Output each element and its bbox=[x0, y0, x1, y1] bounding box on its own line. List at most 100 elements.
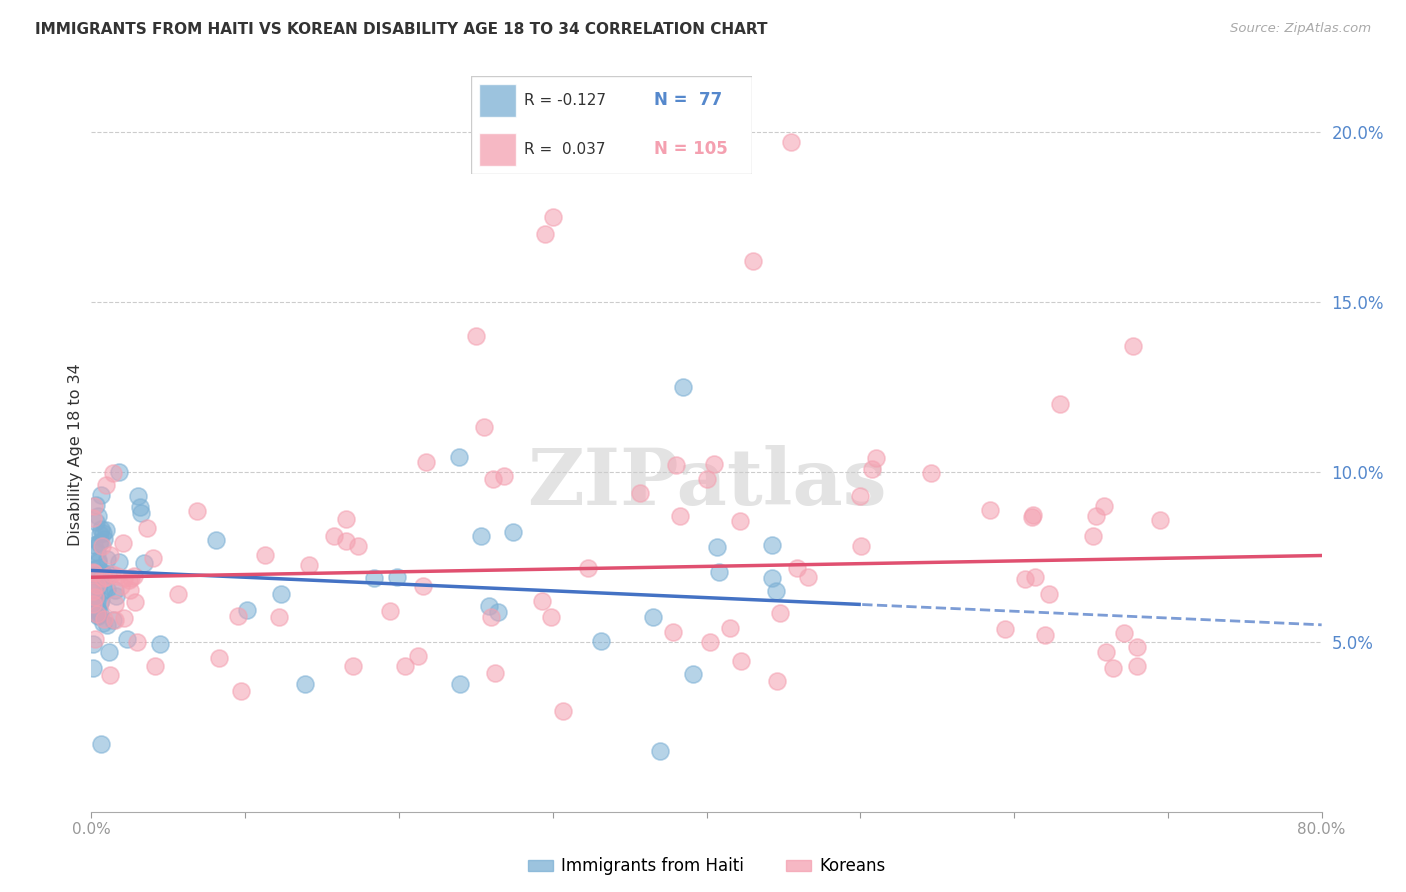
Point bbox=[1092, 499, 1115, 513]
Point bbox=[96, 552, 118, 566]
Point bbox=[335, 534, 357, 549]
Point bbox=[108, 555, 131, 569]
Point bbox=[226, 609, 249, 624]
Point bbox=[780, 136, 803, 150]
Point bbox=[83, 566, 105, 580]
Point bbox=[86, 545, 108, 559]
Point bbox=[167, 586, 190, 600]
Text: N = 105: N = 105 bbox=[654, 140, 727, 159]
Point bbox=[662, 624, 685, 639]
Point bbox=[87, 607, 110, 622]
Text: Source: ZipAtlas.com: Source: ZipAtlas.com bbox=[1230, 22, 1371, 36]
Point bbox=[86, 555, 108, 569]
Point bbox=[479, 610, 502, 624]
Point bbox=[851, 539, 873, 553]
Point bbox=[394, 658, 416, 673]
Point bbox=[1112, 625, 1135, 640]
Point bbox=[84, 607, 107, 621]
Point bbox=[406, 648, 429, 663]
Point bbox=[270, 587, 292, 601]
Point bbox=[449, 677, 471, 691]
Point bbox=[1024, 569, 1046, 583]
Point bbox=[761, 571, 783, 585]
Point bbox=[127, 489, 149, 503]
Point bbox=[82, 576, 104, 591]
Point bbox=[93, 533, 115, 547]
Point bbox=[125, 635, 148, 649]
Point bbox=[89, 535, 111, 549]
Point bbox=[1014, 572, 1036, 586]
Point bbox=[94, 523, 117, 537]
Point bbox=[110, 579, 132, 593]
Point bbox=[484, 666, 506, 681]
Point bbox=[665, 458, 688, 472]
Point bbox=[415, 455, 437, 469]
Point bbox=[1049, 397, 1071, 411]
Text: ZIPatlas: ZIPatlas bbox=[527, 445, 886, 522]
Point bbox=[682, 667, 704, 681]
Point bbox=[82, 584, 104, 599]
Point bbox=[82, 566, 104, 580]
Point bbox=[1022, 508, 1045, 522]
Point bbox=[142, 551, 165, 566]
Text: N =  77: N = 77 bbox=[654, 91, 723, 110]
Point bbox=[1033, 628, 1056, 642]
Point bbox=[236, 603, 259, 617]
Point bbox=[83, 499, 105, 513]
Point bbox=[346, 539, 368, 553]
Point bbox=[703, 457, 725, 471]
Point bbox=[115, 632, 138, 646]
Point bbox=[1083, 529, 1105, 543]
Point bbox=[447, 450, 470, 465]
Point bbox=[100, 567, 122, 582]
Point bbox=[298, 558, 321, 572]
Bar bbox=[479, 84, 516, 117]
Point bbox=[650, 743, 672, 757]
Point bbox=[82, 637, 104, 651]
Point bbox=[82, 661, 104, 675]
Point bbox=[96, 582, 118, 596]
Point bbox=[101, 613, 124, 627]
Point bbox=[786, 560, 808, 574]
Point bbox=[797, 570, 820, 584]
Point bbox=[101, 466, 124, 480]
Point bbox=[83, 538, 105, 552]
Point bbox=[628, 486, 651, 500]
Point bbox=[1085, 508, 1108, 523]
Point bbox=[104, 597, 127, 611]
Point bbox=[91, 616, 114, 631]
Point bbox=[541, 210, 564, 224]
Point bbox=[90, 592, 112, 607]
Point bbox=[672, 380, 695, 394]
Point bbox=[741, 254, 763, 268]
Point bbox=[641, 609, 664, 624]
Point bbox=[1102, 661, 1125, 675]
Point bbox=[96, 617, 118, 632]
Point bbox=[83, 632, 105, 646]
Point bbox=[84, 499, 107, 513]
Point bbox=[860, 461, 883, 475]
Point bbox=[83, 591, 105, 605]
Point bbox=[122, 569, 145, 583]
Point bbox=[385, 570, 408, 584]
Point bbox=[111, 536, 134, 550]
Point bbox=[502, 525, 524, 540]
Point bbox=[474, 420, 496, 434]
Point bbox=[129, 506, 152, 520]
Point bbox=[97, 567, 120, 582]
Point bbox=[89, 606, 111, 620]
Point bbox=[84, 591, 107, 605]
Point bbox=[118, 573, 141, 587]
Point bbox=[765, 584, 787, 599]
Point bbox=[120, 571, 142, 585]
Point bbox=[93, 566, 115, 581]
Point bbox=[89, 596, 111, 610]
Point bbox=[87, 509, 110, 524]
Point bbox=[1122, 339, 1144, 353]
Point bbox=[93, 583, 115, 598]
Point bbox=[728, 514, 751, 528]
Point bbox=[335, 512, 357, 526]
Point bbox=[709, 565, 731, 579]
Point bbox=[84, 515, 107, 529]
Point bbox=[761, 538, 783, 552]
